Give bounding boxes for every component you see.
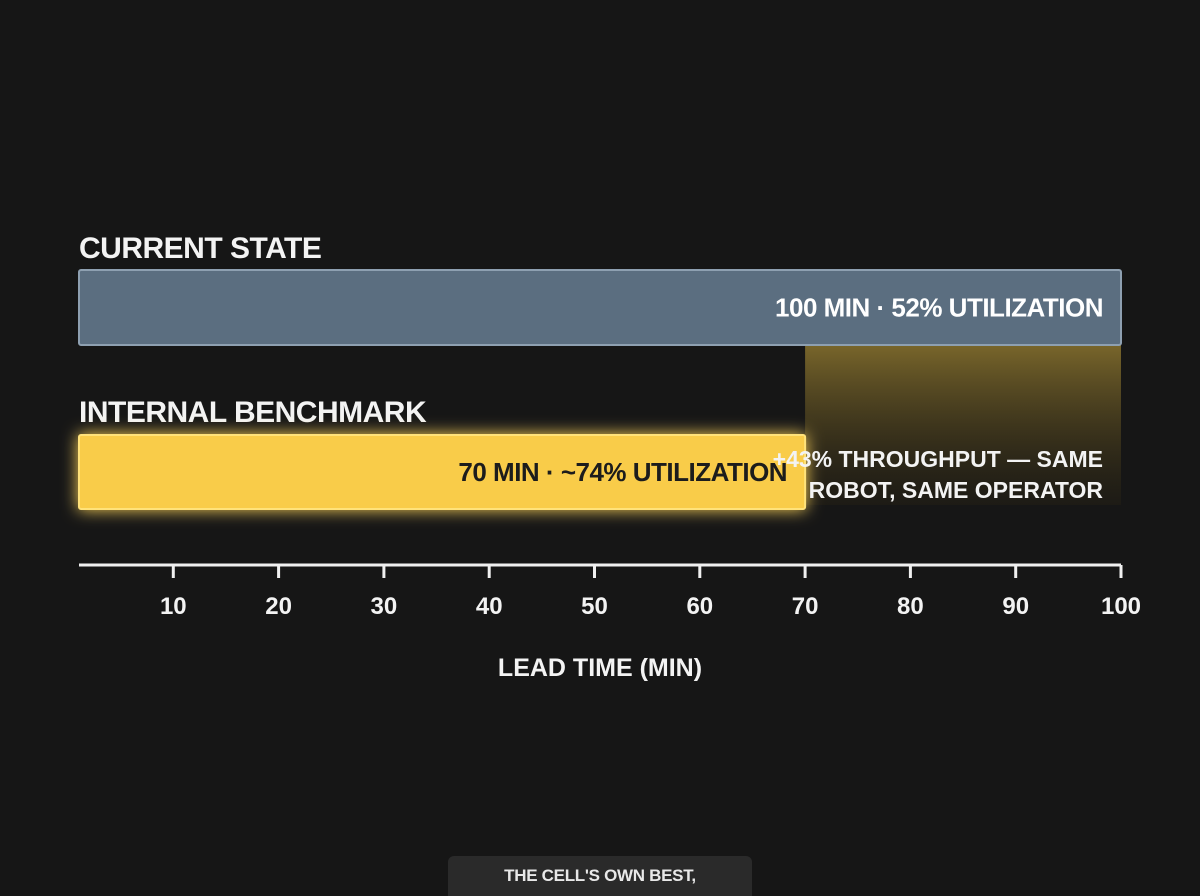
x-tick-label: 30 [371,593,398,620]
gap-annotation-line-1: +43% THROUGHPUT — SAME [773,446,1103,472]
x-tick-label: 50 [581,593,608,620]
x-axis-ticks: 10 20 30 40 50 60 70 80 90 100 [160,565,1141,620]
x-tick-label: 80 [897,593,924,620]
gap-annotation-line-2: ROBOT, SAME OPERATOR [809,477,1104,503]
x-tick-label: 60 [686,593,713,620]
bar-internal-benchmark [78,434,807,510]
x-tick-label: 20 [265,593,292,620]
x-tick-label: 100 [1101,593,1141,620]
x-tick-label: 10 [160,593,187,620]
x-tick-label: 70 [792,593,819,620]
x-tick-label: 90 [1002,593,1029,620]
footer-caption: THE CELL'S OWN BEST, REPEATABLE DAY [448,856,752,896]
throughput-gap-region [805,345,1121,505]
x-tick-label: 40 [476,593,503,620]
bar-value-label-current-state: 100 MIN · 52% UTILIZATION [775,293,1103,323]
bar-value-label-internal-benchmark: 70 MIN · ~74% UTILIZATION [458,457,787,487]
x-axis-title: LEAD TIME (MIN) [498,654,702,682]
category-label-internal-benchmark: INTERNAL BENCHMARK [79,396,427,429]
category-label-current-state: CURRENT STATE [79,232,321,265]
bar-current-state [78,269,1122,346]
